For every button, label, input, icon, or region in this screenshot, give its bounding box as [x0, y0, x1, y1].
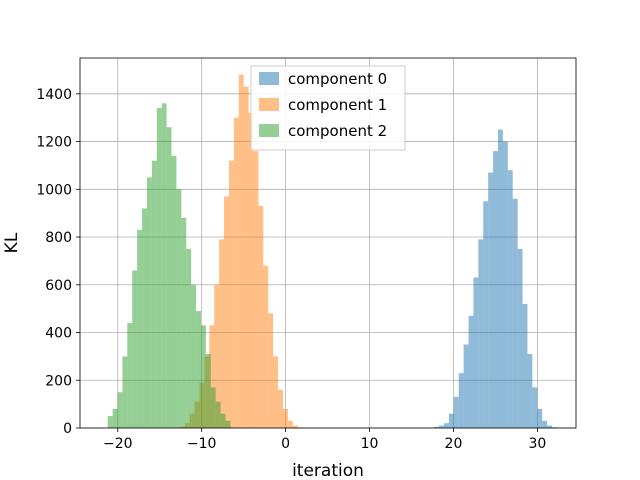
histogram-bar: [448, 413, 454, 428]
histogram-bar: [439, 425, 444, 428]
x-tick-label: 20: [445, 436, 463, 452]
histogram-bar: [278, 389, 283, 428]
histogram-bar: [483, 201, 489, 428]
histogram-bar: [228, 160, 234, 429]
histogram-bar: [458, 373, 464, 428]
histogram-bar: [522, 303, 528, 428]
histogram-bar: [209, 325, 215, 428]
histogram-bar: [292, 425, 298, 428]
histogram-bar: [233, 117, 239, 428]
histogram-bar: [258, 206, 264, 428]
histogram-bar: [176, 189, 182, 428]
histogram-bar: [219, 239, 225, 428]
histogram-bar: [547, 425, 552, 428]
histogram-bar: [186, 248, 192, 428]
legend-swatch: [259, 72, 279, 85]
histogram-bar: [132, 270, 138, 428]
legend-swatch: [259, 124, 279, 137]
y-tick-label: 0: [63, 421, 72, 437]
legend-label: component 2: [288, 122, 387, 140]
histogram-bar: [273, 356, 279, 428]
histogram-bar: [542, 420, 548, 428]
x-tick-label: 0: [281, 436, 290, 452]
x-tick-label: 30: [528, 436, 546, 452]
legend: component 0 component 1 component 2: [250, 65, 406, 151]
histogram-bar: [502, 141, 508, 428]
histogram-bar: [112, 408, 118, 428]
y-tick-label: 400: [45, 326, 72, 342]
histogram-bar: [253, 151, 259, 428]
histogram-bar: [196, 311, 201, 428]
x-axis-label: iteration: [292, 461, 364, 480]
y-tick-label: 200: [45, 373, 72, 389]
histogram-bar: [493, 151, 498, 428]
histogram-bar: [205, 354, 211, 428]
histogram-bar: [181, 217, 187, 428]
histogram-bar: [527, 354, 533, 428]
histogram-bar: [107, 416, 113, 428]
x-tick-label: −10: [187, 436, 217, 452]
axis-ticks: −20 −10 0 10 20 30 0 200 400 600 800 1000 1200 1400: [36, 87, 546, 452]
histogram-bar: [248, 112, 254, 428]
y-tick-label: 1200: [36, 135, 72, 151]
histogram-bar: [127, 322, 133, 428]
histogram-bar: [122, 356, 128, 428]
x-tick-label: −20: [103, 436, 133, 452]
histogram-bars: [107, 74, 557, 429]
histogram-bar: [191, 284, 197, 428]
legend-swatch: [259, 98, 279, 111]
histogram-bar: [468, 315, 474, 428]
histogram-bar: [488, 172, 494, 428]
histogram-bar: [225, 420, 231, 428]
histogram-bar: [161, 103, 167, 429]
histogram-bar: [463, 344, 469, 428]
histogram-bar: [507, 170, 513, 428]
histogram-bar: [224, 196, 229, 428]
y-tick-label: 1400: [36, 87, 72, 103]
histogram-bar: [443, 423, 449, 428]
histogram-bar: [517, 248, 523, 428]
histogram-bar: [473, 277, 479, 428]
histogram-bar: [537, 408, 543, 428]
histogram-bar: [215, 401, 221, 428]
plot-frame: [79, 57, 577, 429]
histogram-bar: [166, 127, 172, 429]
histogram-bar: [453, 396, 459, 428]
histogram-bar: [282, 408, 288, 428]
histogram-bar: [287, 420, 293, 428]
histogram-bar: [512, 198, 518, 428]
histogram-bar: [243, 86, 249, 428]
x-tick-label: 10: [361, 436, 379, 452]
histogram-bar: [478, 239, 484, 428]
series-2-bars: [107, 103, 231, 429]
histogram-bar: [156, 108, 162, 429]
histogram-bar: [117, 392, 123, 428]
histogram-bar: [146, 177, 152, 428]
series-0-bars: [434, 129, 557, 428]
histogram-bar: [210, 387, 216, 428]
histogram-bar: [268, 313, 274, 428]
y-tick-label: 1000: [36, 182, 72, 198]
y-tick-label: 600: [45, 278, 72, 294]
histogram-bar: [532, 387, 538, 428]
histogram-bar: [200, 325, 206, 428]
histogram-bar: [151, 160, 157, 429]
histogram-bar: [263, 265, 269, 428]
legend-label: component 0: [288, 70, 387, 88]
histogram-bar: [142, 208, 147, 428]
y-tick-label: 800: [45, 230, 72, 246]
histogram-bar: [434, 426, 440, 428]
legend-label: component 1: [288, 96, 387, 114]
histogram-bar: [171, 155, 177, 428]
histogram-bar: [497, 129, 503, 428]
y-axis-label: KL: [2, 232, 22, 253]
histogram-bar: [220, 413, 226, 428]
histogram-bar: [137, 229, 143, 428]
histogram-bar: [214, 284, 220, 428]
histogram-bar: [238, 74, 244, 428]
